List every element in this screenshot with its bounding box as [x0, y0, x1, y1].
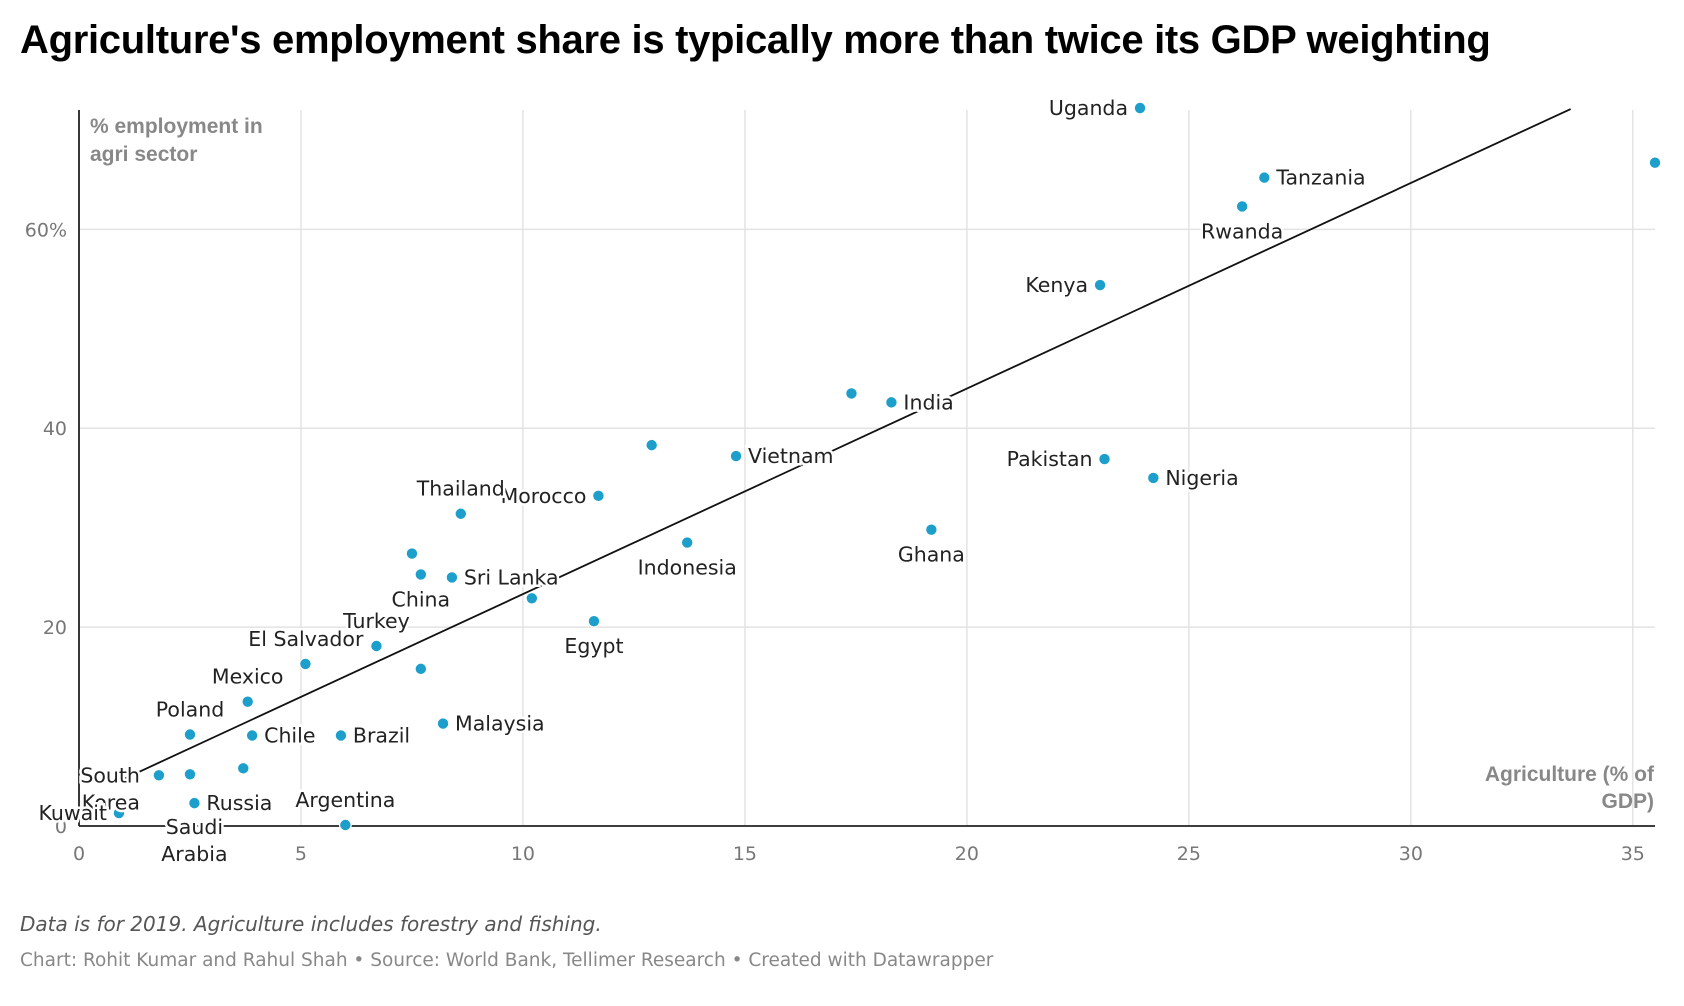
data-point	[183, 728, 197, 741]
chart-notes: Data is for 2019. Agriculture includes f…	[20, 912, 602, 936]
data-points	[112, 101, 1662, 832]
data-point	[1093, 278, 1107, 292]
data-point	[1235, 200, 1249, 213]
data-point	[370, 639, 383, 653]
point-label: Pakistan	[1007, 447, 1093, 471]
x-tick-label: 0	[73, 843, 85, 865]
point-label: Vietnam	[748, 444, 833, 468]
point-label: Malaysia	[455, 712, 545, 736]
axes	[78, 110, 1655, 827]
point-label: Chile	[264, 724, 315, 748]
point-label: South	[80, 763, 140, 787]
data-point	[729, 449, 743, 463]
x-tick-label: 25	[1177, 843, 1201, 865]
point-label: Kuwait	[38, 801, 106, 825]
data-point	[414, 568, 428, 581]
data-point	[112, 806, 126, 820]
data-point	[405, 547, 419, 560]
point-label: Turkey	[342, 609, 410, 633]
point-label: Kenya	[1025, 273, 1088, 297]
point-label: Tanzania	[1275, 166, 1365, 190]
data-point	[924, 523, 938, 537]
chart-credits: Chart: Rohit Kumar and Rahul Shah • Sour…	[20, 950, 994, 971]
x-tick-label: 35	[1621, 843, 1645, 865]
data-point	[414, 662, 428, 676]
data-point	[1648, 156, 1662, 170]
data-point	[680, 536, 694, 549]
point-label: Saudi	[166, 815, 223, 839]
data-point	[592, 489, 605, 503]
x-tick-label: 15	[733, 843, 757, 865]
point-label: Rwanda	[1201, 219, 1283, 243]
trend-line	[114, 108, 1572, 785]
y-tick-label: 20	[43, 617, 67, 639]
data-point	[183, 767, 197, 781]
data-point	[587, 614, 601, 628]
data-point	[188, 796, 201, 810]
data-point	[445, 570, 459, 584]
data-point	[1146, 471, 1160, 485]
point-label: Russia	[206, 791, 272, 815]
y-axis-title-line2: agri sector	[90, 143, 197, 166]
y-tick-label: 0	[55, 816, 67, 838]
data-point	[845, 387, 858, 400]
data-point	[454, 507, 468, 521]
point-label: Korea	[82, 790, 140, 814]
point-label: Brazil	[353, 724, 410, 748]
data-point	[525, 591, 539, 605]
point-label: India	[903, 390, 953, 414]
x-tick-label: 30	[1399, 843, 1423, 865]
data-point	[152, 768, 166, 782]
grid-lines	[79, 110, 1655, 826]
point-label: China	[392, 587, 451, 611]
data-point	[245, 729, 259, 742]
y-tick-label: 40	[43, 418, 67, 440]
data-point	[338, 818, 352, 832]
point-label: Sri Lanka	[464, 565, 559, 589]
point-label: Egypt	[564, 634, 623, 658]
point-label: Nigeria	[1165, 466, 1238, 490]
y-tick-label: 60%	[25, 219, 67, 241]
point-label: Uganda	[1049, 96, 1128, 120]
data-point	[436, 717, 450, 730]
data-point	[645, 438, 659, 452]
x-tick-label: 10	[511, 843, 535, 865]
point-label: Argentina	[295, 788, 395, 812]
point-labels: Uganda Tanzania Rwanda Kenya India Vietnam Pak…	[36, 94, 1368, 869]
data-point	[1098, 452, 1111, 466]
x-axis-title-line1: Agriculture (% of	[1485, 763, 1655, 786]
point-label: Indonesia	[638, 556, 737, 580]
point-label: El Salvador	[248, 627, 364, 651]
tick-labels: 0 5 10 15 20 25 30 35 0 20 40 60%	[25, 219, 1645, 865]
data-point	[885, 395, 898, 409]
data-point	[1257, 171, 1271, 185]
chart-title: Agriculture's employment share is typica…	[20, 18, 1491, 62]
point-label: Arabia	[161, 842, 227, 866]
point-label: Thailand	[416, 477, 505, 501]
data-point	[299, 657, 312, 671]
point-label: Poland	[156, 698, 224, 722]
data-point	[334, 729, 348, 742]
point-label: Mexico	[212, 665, 284, 689]
data-point	[236, 761, 250, 775]
data-point	[1133, 101, 1147, 115]
scatter-chart: 0 5 10 15 20 25 30 35 0 20 40 60% Uganda Tanzania Rwa…	[24, 94, 1662, 869]
point-label: Ghana	[898, 543, 965, 567]
x-tick-label: 20	[955, 843, 979, 865]
x-tick-label: 5	[295, 843, 307, 865]
y-axis-title-line1: % employment in	[90, 115, 263, 138]
data-point	[241, 695, 255, 709]
x-axis-title-line2: GDP)	[1602, 790, 1655, 813]
point-label: Morocco	[501, 484, 587, 508]
